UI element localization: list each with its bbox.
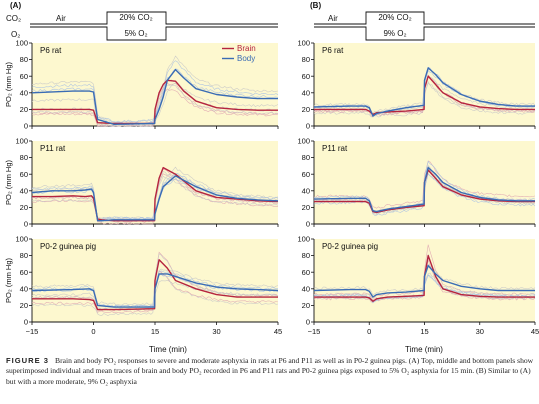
series-line-body bbox=[31, 273, 279, 308]
y-tick-label: 40 bbox=[20, 88, 28, 97]
y-tick-label: 0 bbox=[306, 318, 310, 327]
y-axis-title: PO₂ (mm Hg) bbox=[4, 160, 13, 205]
panel-title: P11 rat bbox=[40, 144, 66, 153]
x-tick-label: 15 bbox=[420, 327, 428, 336]
figure-caption: FIGURE 3 Brain and body PO₂ responses to … bbox=[6, 356, 534, 387]
y-tick-label: 100 bbox=[297, 39, 310, 48]
y-tick-label: 60 bbox=[20, 72, 28, 81]
x-tick-label: 0 bbox=[91, 327, 95, 336]
protocol-co2-percent: 20% CO₂ bbox=[378, 13, 411, 22]
protocol-o2-percent: 9% O₂ bbox=[383, 29, 406, 38]
protocol-o2-percent: 5% O₂ bbox=[124, 29, 147, 38]
y-tick-label: 60 bbox=[20, 170, 28, 179]
series-line-brain bbox=[32, 79, 278, 125]
series-line-brain bbox=[32, 166, 279, 222]
protocol-air-label: Air bbox=[328, 14, 338, 23]
panel-title: P6 rat bbox=[322, 46, 344, 55]
y-tick-label: 0 bbox=[306, 122, 310, 131]
series-line-body bbox=[313, 67, 535, 117]
caption-label: FIGURE 3 bbox=[6, 356, 50, 365]
legend-label-body: Body bbox=[237, 54, 255, 63]
y-tick-label: 20 bbox=[302, 105, 310, 114]
x-tick-label: 30 bbox=[476, 327, 484, 336]
protocol-co2-trace bbox=[314, 11, 535, 25]
x-axis-title-b: Time (min) bbox=[405, 345, 443, 354]
panel-title: P11 rat bbox=[322, 144, 348, 153]
y-tick-label: 100 bbox=[15, 137, 28, 146]
x-tick-label: 0 bbox=[367, 327, 371, 336]
x-tick-label: 45 bbox=[531, 327, 539, 336]
y-tick-label: 0 bbox=[24, 318, 28, 327]
y-tick-label: 80 bbox=[20, 251, 28, 260]
y-tick-label: 0 bbox=[24, 122, 28, 131]
y-axis-title: PO₂ (mm Hg) bbox=[4, 62, 13, 107]
chart-panel-b-1: 0 20 40 60 80 100 P11 rat bbox=[297, 137, 536, 229]
y-tick-label: 20 bbox=[20, 203, 28, 212]
y-tick-label: 100 bbox=[297, 137, 310, 146]
y-tick-label: 0 bbox=[306, 220, 310, 229]
protocol-diagram-a: CO₂ O₂ Air 20% CO₂ 5% O₂ bbox=[6, 11, 278, 41]
series-line-body bbox=[313, 264, 535, 298]
individual-trace bbox=[313, 160, 536, 209]
y-axis-title: PO₂ (mm Hg) bbox=[4, 258, 13, 303]
protocol-diagram-b: Air 20% CO₂ 9% O₂ bbox=[314, 11, 535, 41]
chart-panel-b-0: 0 20 40 60 80 100 P6 rat bbox=[297, 39, 536, 131]
y-tick-label: 60 bbox=[302, 170, 310, 179]
y-tick-label: 80 bbox=[302, 251, 310, 260]
panel-title: P0-2 guinea pig bbox=[322, 242, 378, 251]
series-line-body bbox=[313, 166, 535, 213]
y-tick-label: 80 bbox=[20, 153, 28, 162]
panel-title: P6 rat bbox=[40, 46, 62, 55]
protocol-o2-label: O₂ bbox=[11, 30, 20, 39]
y-tick-label: 60 bbox=[302, 72, 310, 81]
y-tick-label: 40 bbox=[20, 186, 28, 195]
y-tick-label: 100 bbox=[15, 39, 28, 48]
x-axis-title-a: Time (min) bbox=[149, 345, 187, 354]
series-line-brain bbox=[32, 259, 278, 311]
y-tick-label: 0 bbox=[24, 220, 28, 229]
y-tick-label: 20 bbox=[20, 105, 28, 114]
protocol-co2-label: CO₂ bbox=[6, 14, 21, 23]
y-tick-label: 60 bbox=[302, 268, 310, 277]
y-tick-label: 20 bbox=[302, 203, 310, 212]
legend-label-brain: Brain bbox=[237, 44, 256, 53]
y-tick-label: 20 bbox=[20, 301, 28, 310]
protocol-o2-trace bbox=[314, 26, 535, 41]
x-tick-label: 15 bbox=[151, 327, 159, 336]
protocol-air-label: Air bbox=[56, 14, 66, 23]
panel-label-b: (B) bbox=[310, 1, 321, 10]
caption-text: Brain and body PO₂ responses to severe a… bbox=[6, 356, 534, 386]
chart-panel-a-1: 0 20 40 60 80 100 PO₂ (mm Hg) P11 rat bbox=[4, 137, 279, 229]
y-tick-label: 80 bbox=[20, 55, 28, 64]
series-line-body bbox=[31, 175, 279, 222]
panel-title: P0-2 guinea pig bbox=[40, 242, 96, 251]
protocol-co2-trace bbox=[30, 11, 278, 25]
y-tick-label: 40 bbox=[302, 284, 310, 293]
y-tick-label: 100 bbox=[297, 235, 310, 244]
x-tick-label: 30 bbox=[212, 327, 220, 336]
x-tick-label: 45 bbox=[274, 327, 282, 336]
y-tick-label: 20 bbox=[302, 301, 310, 310]
y-tick-label: 80 bbox=[302, 55, 310, 64]
y-tick-label: 40 bbox=[20, 284, 28, 293]
y-tick-label: 60 bbox=[20, 268, 28, 277]
x-tick-label: −15 bbox=[26, 327, 39, 336]
protocol-o2-trace bbox=[30, 26, 278, 41]
x-tick-label: −15 bbox=[308, 327, 321, 336]
y-tick-label: 80 bbox=[302, 153, 310, 162]
protocol-co2-percent: 20% CO₂ bbox=[119, 13, 152, 22]
individual-trace bbox=[31, 253, 279, 311]
y-tick-label: 40 bbox=[302, 186, 310, 195]
y-tick-label: 100 bbox=[15, 235, 28, 244]
y-tick-label: 40 bbox=[302, 88, 310, 97]
series-line-body bbox=[31, 68, 278, 125]
panel-label-a: (A) bbox=[10, 1, 21, 10]
